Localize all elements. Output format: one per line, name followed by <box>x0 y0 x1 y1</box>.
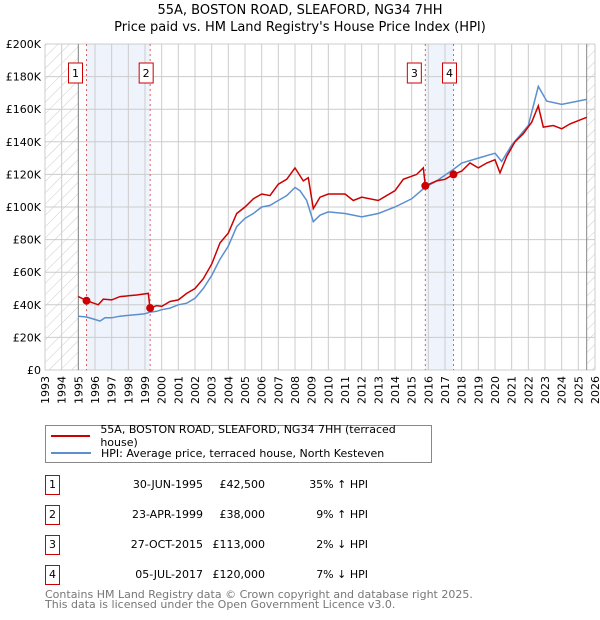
property-price-line <box>77 103 587 310</box>
x-tick-label: 2008 <box>289 376 302 404</box>
transaction-price: £38,000 <box>219 508 266 521</box>
y-tick-label: £100K <box>6 201 42 214</box>
transaction-row: 3 27-OCT-2015 £113,000 2% ↓ HPI <box>45 535 445 555</box>
x-tick-label: 2026 <box>589 376 600 404</box>
x-tick-label: 2001 <box>172 376 185 404</box>
transaction-date: 05-JUL-2017 <box>135 568 203 581</box>
hpi-line <box>78 84 587 322</box>
x-tick-label: 2011 <box>339 376 352 404</box>
transaction-row: 4 05-JUL-2017 £120,000 7% ↓ HPI <box>45 565 445 585</box>
x-tick-label: 2023 <box>539 376 552 404</box>
sale-point <box>421 181 430 190</box>
transaction-row: 1 30-JUN-1995 £42,500 35% ↑ HPI <box>45 475 445 495</box>
sale-label-box <box>406 62 422 84</box>
transaction-number: 1 <box>45 475 60 495</box>
x-tick-label: 2004 <box>222 376 235 404</box>
sale-label: 4 <box>446 67 453 80</box>
chart-title: 55A, BOSTON ROAD, SLEAFORD, NG34 7HH <box>157 3 443 18</box>
legend-item-property: 55A, BOSTON ROAD, SLEAFORD, NG34 7HH (te… <box>46 423 431 449</box>
sale-point <box>82 296 91 305</box>
footer: Contains HM Land Registry data © Crown c… <box>45 588 473 611</box>
y-tick-label: £180K <box>6 71 42 84</box>
x-tick-label: 1999 <box>139 376 152 404</box>
sale-point <box>449 170 458 179</box>
transaction-number: 2 <box>45 505 60 525</box>
x-tick-label: 2016 <box>422 376 435 404</box>
sale-label-box <box>138 62 154 84</box>
y-tick-label: £40K <box>13 299 42 312</box>
x-tick-label: 2021 <box>506 376 519 404</box>
x-tick-label: 1996 <box>89 376 102 404</box>
sale-label: 3 <box>411 67 418 80</box>
transaction-number: 3 <box>45 535 60 555</box>
transaction-hpi-diff: 7% ↓ HPI <box>316 568 368 581</box>
legend-label: HPI: Average price, terraced house, Nort… <box>101 446 385 460</box>
x-tick-label: 2025 <box>572 376 585 404</box>
transaction-row: 2 23-APR-1999 £38,000 9% ↑ HPI <box>45 505 445 525</box>
x-tick-label: 1993 <box>39 376 52 404</box>
x-tick-label: 2003 <box>206 376 219 404</box>
legend-swatch-blue <box>51 452 91 454</box>
price-chart: 1993 1994 1995 1996 1997 1998 1999 2000 2001 2002… <box>6 38 600 404</box>
legend-item-hpi: HPI: Average price, terraced house, Nort… <box>46 445 384 461</box>
sale-point <box>146 304 155 313</box>
x-tick-label: 2020 <box>489 376 502 404</box>
transaction-price: £120,000 <box>212 568 266 581</box>
y-tick-label: £60K <box>13 266 42 279</box>
x-tick-label: 2013 <box>372 376 385 404</box>
transaction-hpi-diff: 35% ↑ HPI <box>309 478 368 491</box>
x-tick-label: 1995 <box>72 376 85 404</box>
x-tick-label: 1998 <box>122 376 135 404</box>
y-tick-label: £120K <box>6 168 42 181</box>
x-tick-label: 2017 <box>439 376 452 404</box>
y-tick-label: £20K <box>13 331 42 344</box>
x-tick-label: 2005 <box>239 376 252 404</box>
x-tick-label: 2007 <box>272 376 285 404</box>
x-tick-label: 2015 <box>406 376 419 404</box>
x-tick-label: 1994 <box>56 376 69 404</box>
transaction-number: 4 <box>45 565 60 585</box>
transaction-hpi-diff: 9% ↑ HPI <box>316 508 368 521</box>
legend-label: 55A, BOSTON ROAD, SLEAFORD, NG34 7HH (te… <box>100 423 396 449</box>
sale-label: 2 <box>143 67 150 80</box>
x-tick-label: 2018 <box>456 376 469 404</box>
y-tick-label: £160K <box>6 103 42 116</box>
legend-swatch-red <box>51 435 91 437</box>
y-tick-label: £200K <box>6 38 42 51</box>
transaction-date: 30-JUN-1995 <box>132 478 203 491</box>
sale-label-box <box>442 62 457 84</box>
x-tick-label: 2012 <box>356 376 369 404</box>
y-tick-label: £0 <box>27 364 41 377</box>
x-tick-label: 2009 <box>306 376 319 404</box>
x-tick-label: 2010 <box>322 376 335 404</box>
y-tick-label: £140K <box>6 136 42 149</box>
x-tick-label: 2014 <box>389 376 402 404</box>
x-tick-label: 2019 <box>472 376 485 404</box>
x-tick-label: 2022 <box>522 376 535 404</box>
y-tick-label: £80K <box>13 234 42 247</box>
chart-subtitle: Price paid vs. HM Land Registry's House … <box>114 20 486 35</box>
x-tick-label: 2002 <box>189 376 202 404</box>
transaction-price: £42,500 <box>219 478 266 491</box>
transaction-date: 27-OCT-2015 <box>130 538 203 551</box>
x-tick-label: 2024 <box>556 376 569 404</box>
x-tick-label: 2006 <box>256 376 269 404</box>
sale-label: 1 <box>72 67 79 80</box>
x-tick-label: 1997 <box>106 376 119 404</box>
legend: 55A, BOSTON ROAD, SLEAFORD, NG34 7HH (te… <box>45 423 432 463</box>
sale-label-box <box>68 62 83 84</box>
x-tick-label: 2000 <box>156 376 169 404</box>
footer-licence: This data is licensed under the Open Gov… <box>45 598 396 611</box>
transaction-price: £113,000 <box>212 538 266 551</box>
footer-copyright: Contains HM Land Registry data © Crown c… <box>45 588 473 601</box>
transaction-date: 23-APR-1999 <box>131 508 203 521</box>
transaction-hpi-diff: 2% ↓ HPI <box>316 538 368 551</box>
